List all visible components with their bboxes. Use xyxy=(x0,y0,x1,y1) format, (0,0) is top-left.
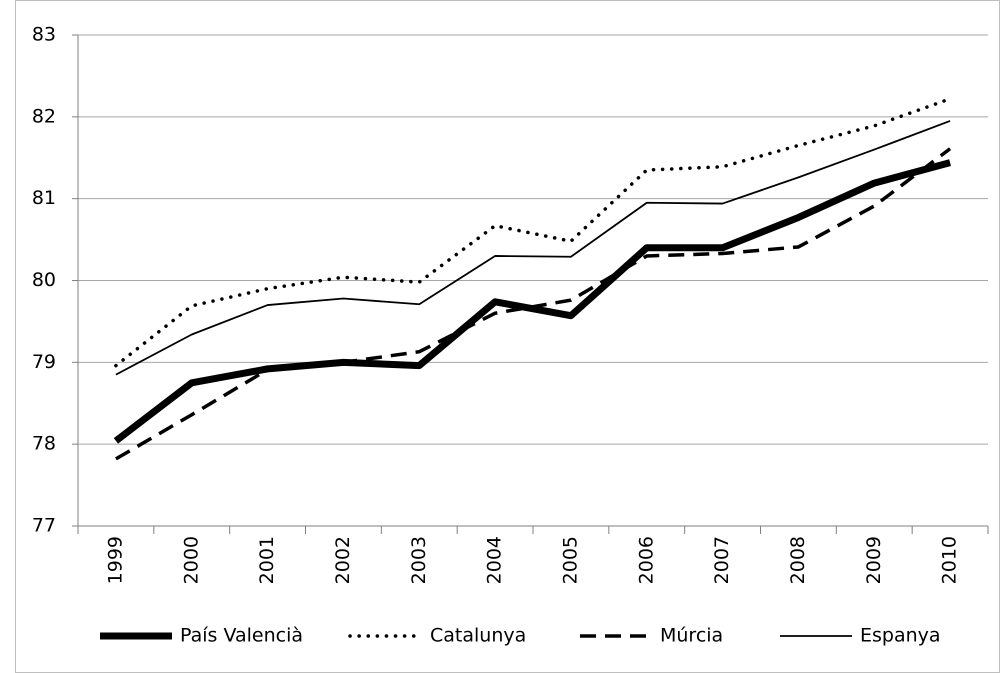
legend-label: Catalunya xyxy=(430,625,526,647)
y-tick-label: 79 xyxy=(32,351,56,373)
legend-label: Múrcia xyxy=(660,625,723,647)
x-tick-label: 2007 xyxy=(711,536,733,584)
x-tick-label: 2010 xyxy=(939,536,961,584)
y-tick-label: 78 xyxy=(32,433,56,455)
chart-border xyxy=(15,0,1000,673)
y-tick-label: 83 xyxy=(32,24,56,46)
x-tick-label: 2001 xyxy=(256,536,278,584)
legend-label: Espanya xyxy=(860,625,941,647)
y-tick-label: 81 xyxy=(32,187,56,209)
series-line xyxy=(113,159,951,444)
x-tick-label: 2002 xyxy=(332,536,354,584)
y-tick-label: 77 xyxy=(32,515,56,537)
x-tick-label: 2008 xyxy=(787,536,809,584)
x-tick-label: 2005 xyxy=(559,536,581,584)
x-tick-label: 1999 xyxy=(104,536,126,584)
x-tick-label: 2009 xyxy=(863,536,885,584)
y-tick-label: 82 xyxy=(32,105,56,127)
x-tick-label: 2003 xyxy=(408,536,430,584)
x-tick-label: 2004 xyxy=(484,536,506,584)
y-tick-label: 80 xyxy=(32,269,56,291)
x-tick-label: 2006 xyxy=(635,536,657,584)
legend-label: País Valencià xyxy=(180,625,303,647)
series-line xyxy=(115,120,951,376)
series-line xyxy=(115,147,952,461)
x-tick-label: 2000 xyxy=(180,536,202,584)
